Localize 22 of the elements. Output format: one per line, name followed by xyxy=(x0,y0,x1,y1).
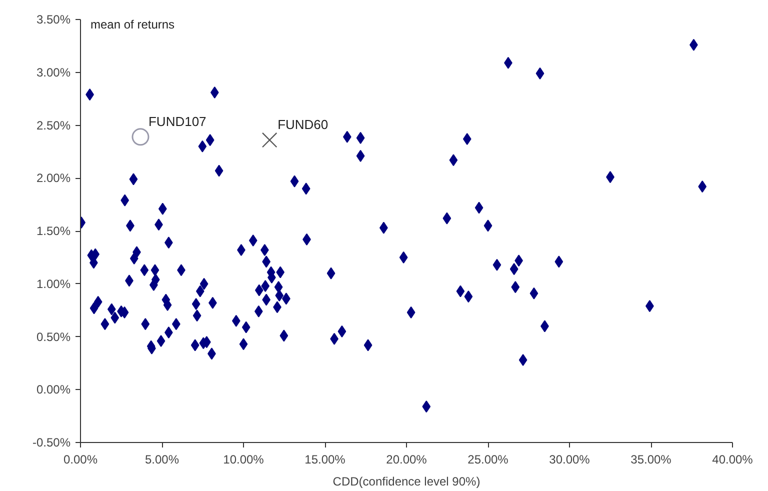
x-tick-label: 0.00% xyxy=(63,452,98,466)
y-axis-title: mean of returns xyxy=(90,18,175,32)
x-tick-label: 15.00% xyxy=(304,452,346,466)
y-tick-label: -0.50% xyxy=(32,436,71,450)
y-tick-label: 0.50% xyxy=(36,330,71,344)
x-tick-label: 25.00% xyxy=(468,452,509,466)
y-tick-label: 0.00% xyxy=(36,382,71,397)
x-axis-title: CDD(confidence level 90%) xyxy=(332,474,480,488)
y-tick-label: 2.50% xyxy=(36,118,71,132)
x-tick-label: 20.00% xyxy=(386,452,428,466)
series-label: FUND107 xyxy=(148,114,206,129)
y-tick-label: 2.00% xyxy=(36,171,71,186)
y-tick-label: 1.50% xyxy=(36,224,71,238)
y-tick-label: 3.00% xyxy=(36,65,71,80)
x-tick-label: 10.00% xyxy=(223,452,264,466)
x-tick-label: 5.00% xyxy=(144,452,180,466)
y-tick-label: 1.00% xyxy=(36,276,71,291)
y-tick-label: 3.50% xyxy=(36,12,71,26)
x-tick-label: 40.00% xyxy=(712,452,754,466)
x-tick-label: 30.00% xyxy=(549,452,590,466)
series-label: FUND60 xyxy=(278,117,328,132)
x-tick-label: 35.00% xyxy=(630,452,672,466)
